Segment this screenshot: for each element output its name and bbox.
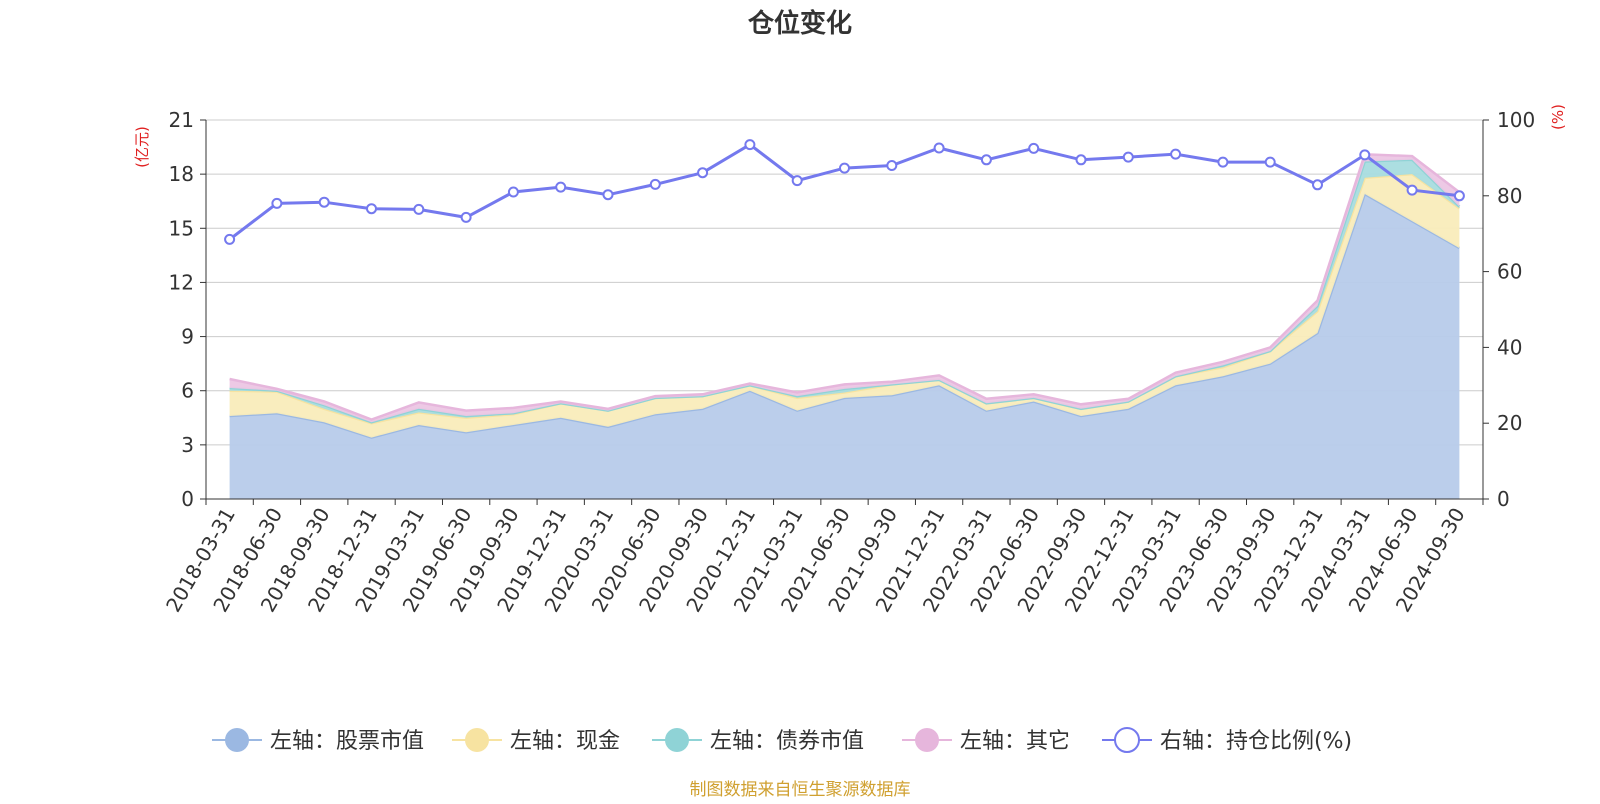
right-axis-tick-label: 60	[1497, 260, 1522, 284]
legend-circle-icon	[915, 728, 939, 752]
ratio-point	[980, 154, 992, 166]
ratio-point	[744, 139, 756, 151]
legend-label: 右轴：持仓比例(%)	[1160, 729, 1352, 754]
legend-circle-icon	[1114, 727, 1140, 753]
ratio-point	[1075, 154, 1087, 166]
legend-item: 左轴：股票市值	[212, 728, 424, 754]
legend-circle-icon	[465, 728, 489, 752]
right-axis-tick-label: 40	[1497, 335, 1522, 359]
left-axis-tick-label: 12	[169, 270, 194, 294]
right-axis-tick-label: 100	[1497, 108, 1535, 132]
ratio-point	[507, 186, 519, 198]
legend: 左轴：股票市值 左轴：现金 左轴：债券市值 左轴：其它 右轴：持仓比例(%)	[212, 727, 1352, 754]
ratio-point	[839, 162, 850, 174]
legend-item: 左轴：债券市值	[652, 728, 864, 754]
ratio-point	[791, 175, 803, 187]
ratio-point	[1217, 156, 1229, 168]
ratio-point	[366, 203, 377, 215]
left-axis-tick-label: 15	[169, 216, 194, 240]
left-axis-tick-label: 21	[169, 108, 194, 132]
legend-circle-icon	[665, 728, 689, 752]
chart-title: 仓位变化	[747, 8, 852, 39]
area-0	[229, 194, 1460, 499]
legend-label: 左轴：现金	[510, 729, 620, 754]
left-axis-tick-label: 3	[181, 433, 194, 457]
ratio-line	[228, 142, 1460, 241]
right-axis-unit: (%)	[1549, 104, 1567, 130]
ratio-point	[413, 203, 425, 215]
area-line-3	[229, 153, 1461, 421]
legend-item: 左轴：现金	[452, 728, 620, 754]
holding-ratio-series	[224, 139, 1465, 245]
ratio-point	[602, 189, 614, 201]
ratio-point	[1406, 184, 1418, 196]
ratio-point	[1122, 151, 1134, 163]
stacked-areas	[229, 153, 1461, 499]
ratio-point	[1359, 149, 1371, 161]
legend-label: 左轴：股票市值	[270, 729, 424, 754]
ratio-point	[555, 181, 567, 193]
ratio-point	[318, 196, 330, 208]
legend-label: 左轴：债券市值	[710, 729, 864, 754]
ratio-point	[460, 211, 472, 223]
right-axis-tick-label: 80	[1497, 184, 1522, 208]
legend-circle-icon	[225, 728, 249, 752]
ratio-point	[697, 167, 709, 179]
left-axis-tick-label: 0	[181, 487, 194, 511]
ratio-point	[1028, 142, 1040, 154]
legend-item: 右轴：持仓比例(%)	[1102, 727, 1352, 754]
ratio-point	[1453, 190, 1465, 202]
ratio-point	[649, 178, 661, 190]
left-axis-tick-label: 6	[181, 379, 194, 403]
grid-lines	[206, 119, 1483, 446]
left-axis-tick-label: 9	[181, 325, 194, 349]
footer-source: 制图数据来自恒生聚源数据库	[690, 780, 911, 800]
ratio-point	[224, 233, 236, 245]
left-axis-unit: (亿元)	[133, 126, 151, 168]
left-axis-tick-label: 18	[169, 162, 194, 186]
ratio-point	[1264, 156, 1276, 168]
ratio-point	[271, 197, 283, 209]
right-axis-tick-label: 0	[1497, 487, 1510, 511]
ratio-point	[1312, 179, 1323, 191]
ratio-point	[933, 142, 945, 154]
legend-label: 左轴：其它	[960, 729, 1070, 754]
right-axis-tick-label: 20	[1497, 411, 1522, 435]
ratio-point	[886, 160, 898, 171]
legend-item: 左轴：其它	[902, 728, 1070, 754]
ratio-point	[1170, 148, 1182, 160]
